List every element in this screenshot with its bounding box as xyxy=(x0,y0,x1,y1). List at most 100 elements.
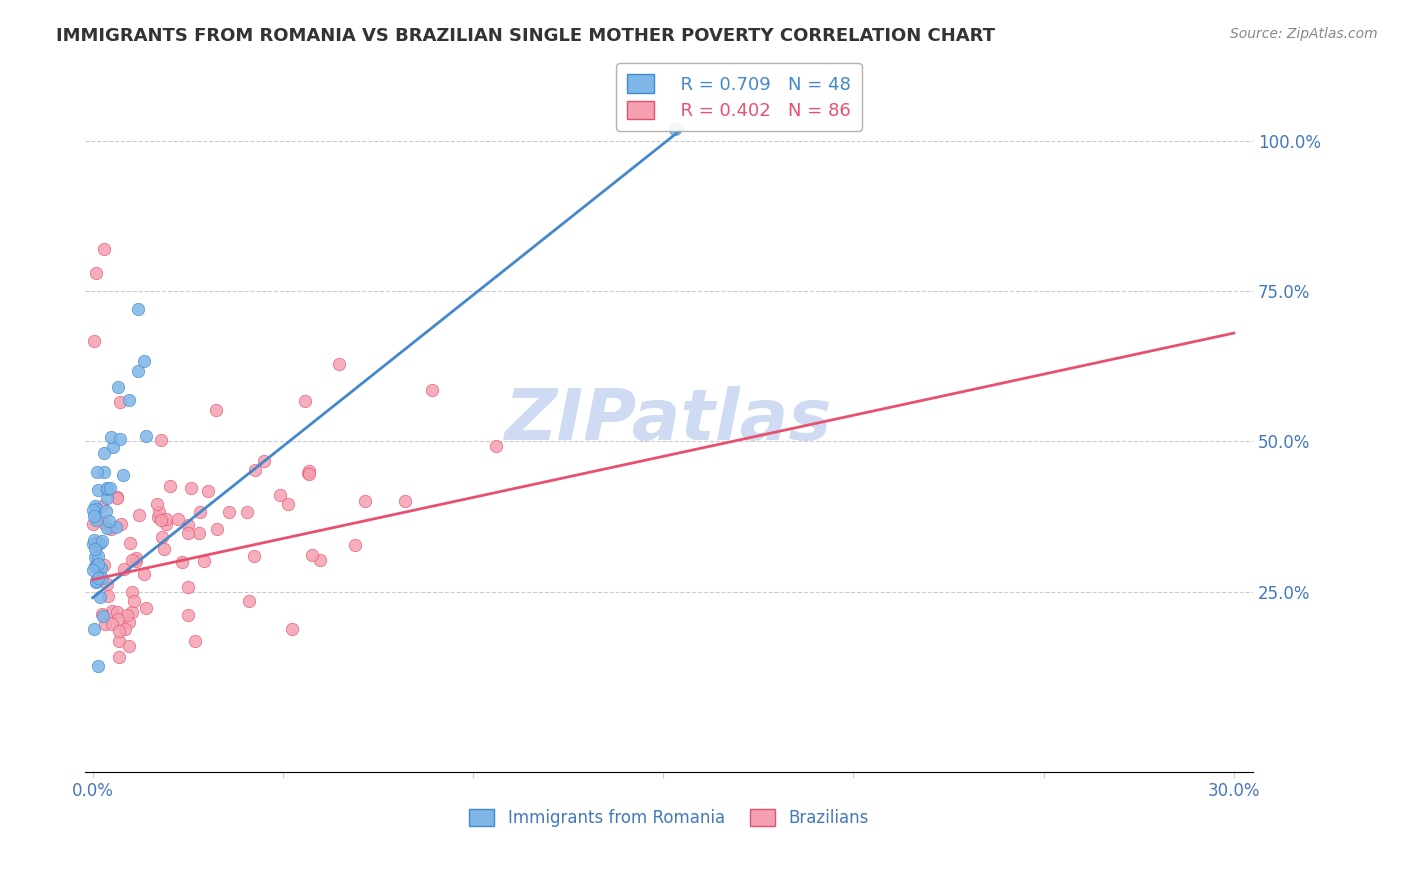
Brazilians xyxy=(204,402,226,417)
Immigrants from Romania xyxy=(132,353,155,368)
Brazilians xyxy=(166,511,188,525)
Brazilians xyxy=(114,622,136,636)
Immigrants from Romania xyxy=(82,503,104,517)
Brazilians xyxy=(118,639,141,653)
Brazilians xyxy=(238,593,260,607)
Brazilians xyxy=(420,383,443,397)
Brazilians xyxy=(101,604,124,618)
Brazilians xyxy=(148,505,170,519)
Brazilians xyxy=(301,548,323,562)
Brazilians xyxy=(180,481,202,495)
Brazilians xyxy=(485,439,508,453)
Brazilians xyxy=(149,513,172,527)
Brazilians xyxy=(188,505,211,519)
Brazilians xyxy=(149,434,172,448)
Immigrants from Romania xyxy=(86,466,108,480)
Brazilians xyxy=(294,394,316,409)
Brazilians xyxy=(205,522,228,536)
Immigrants from Romania xyxy=(84,575,107,590)
Brazilians xyxy=(105,490,128,504)
Brazilians xyxy=(298,464,321,478)
Immigrants from Romania xyxy=(91,609,114,624)
Brazilians xyxy=(82,516,104,531)
Brazilians xyxy=(122,594,145,608)
Immigrants from Romania xyxy=(86,558,108,573)
Brazilians xyxy=(177,580,200,594)
Immigrants from Romania xyxy=(87,483,110,498)
Brazilians xyxy=(125,550,148,565)
Immigrants from Romania xyxy=(89,536,111,550)
Brazilians xyxy=(297,466,319,480)
Immigrants from Romania xyxy=(118,393,141,408)
Brazilians xyxy=(197,483,219,498)
Immigrants from Romania xyxy=(84,502,107,516)
Immigrants from Romania xyxy=(93,465,115,479)
Brazilians xyxy=(86,537,108,551)
Immigrants from Romania xyxy=(96,481,118,495)
Brazilians xyxy=(150,530,173,544)
Immigrants from Romania xyxy=(96,491,118,506)
Immigrants from Romania xyxy=(84,549,107,564)
Brazilians xyxy=(94,616,117,631)
Brazilians xyxy=(124,553,146,567)
Brazilians xyxy=(110,517,132,532)
Brazilians xyxy=(344,538,367,552)
Immigrants from Romania xyxy=(98,481,121,495)
Immigrants from Romania xyxy=(98,514,121,528)
Immigrants from Romania xyxy=(96,504,118,518)
Brazilians xyxy=(145,497,167,511)
Brazilians xyxy=(277,497,299,511)
Text: ZIPatlas: ZIPatlas xyxy=(505,385,832,455)
Brazilians xyxy=(177,517,200,532)
Immigrants from Romania xyxy=(83,508,105,523)
Brazilians xyxy=(118,615,141,629)
Brazilians xyxy=(236,505,259,519)
Brazilians xyxy=(153,542,176,557)
Brazilians xyxy=(159,479,181,493)
Immigrants from Romania xyxy=(112,468,135,483)
Brazilians xyxy=(84,536,107,550)
Brazilians xyxy=(121,605,143,619)
Brazilians xyxy=(101,617,124,632)
Brazilians xyxy=(86,266,108,280)
Immigrants from Romania xyxy=(87,571,110,585)
Brazilians xyxy=(177,608,200,623)
Immigrants from Romania xyxy=(87,658,110,673)
Brazilians xyxy=(121,584,143,599)
Immigrants from Romania xyxy=(83,622,105,636)
Immigrants from Romania xyxy=(101,440,124,454)
Immigrants from Romania xyxy=(108,432,131,446)
Brazilians xyxy=(328,358,350,372)
Immigrants from Romania xyxy=(127,301,149,316)
Immigrants from Romania xyxy=(87,557,110,571)
Brazilians xyxy=(128,508,150,522)
Brazilians xyxy=(177,526,200,541)
Immigrants from Romania xyxy=(84,574,107,589)
Immigrants from Romania xyxy=(96,521,118,535)
Immigrants from Romania xyxy=(83,533,105,548)
Immigrants from Romania xyxy=(83,542,105,557)
Immigrants from Romania xyxy=(84,513,107,527)
Brazilians xyxy=(135,600,157,615)
Brazilians xyxy=(155,512,177,526)
Brazilians xyxy=(253,454,276,468)
Immigrants from Romania xyxy=(105,519,128,533)
Brazilians xyxy=(110,395,132,409)
Brazilians xyxy=(108,624,131,638)
Brazilians xyxy=(115,608,138,623)
Brazilians xyxy=(93,242,115,256)
Brazilians xyxy=(121,552,143,566)
Brazilians xyxy=(107,650,129,665)
Brazilians xyxy=(354,493,377,508)
Immigrants from Romania xyxy=(127,364,149,378)
Brazilians xyxy=(107,612,129,626)
Brazilians xyxy=(184,634,207,648)
Brazilians xyxy=(96,577,118,591)
Immigrants from Romania xyxy=(82,537,104,551)
Brazilians xyxy=(93,558,115,573)
Brazilians xyxy=(86,534,108,549)
Brazilians xyxy=(93,516,115,530)
Brazilians xyxy=(118,535,141,549)
Brazilians xyxy=(108,634,131,648)
Brazilians xyxy=(193,554,215,568)
